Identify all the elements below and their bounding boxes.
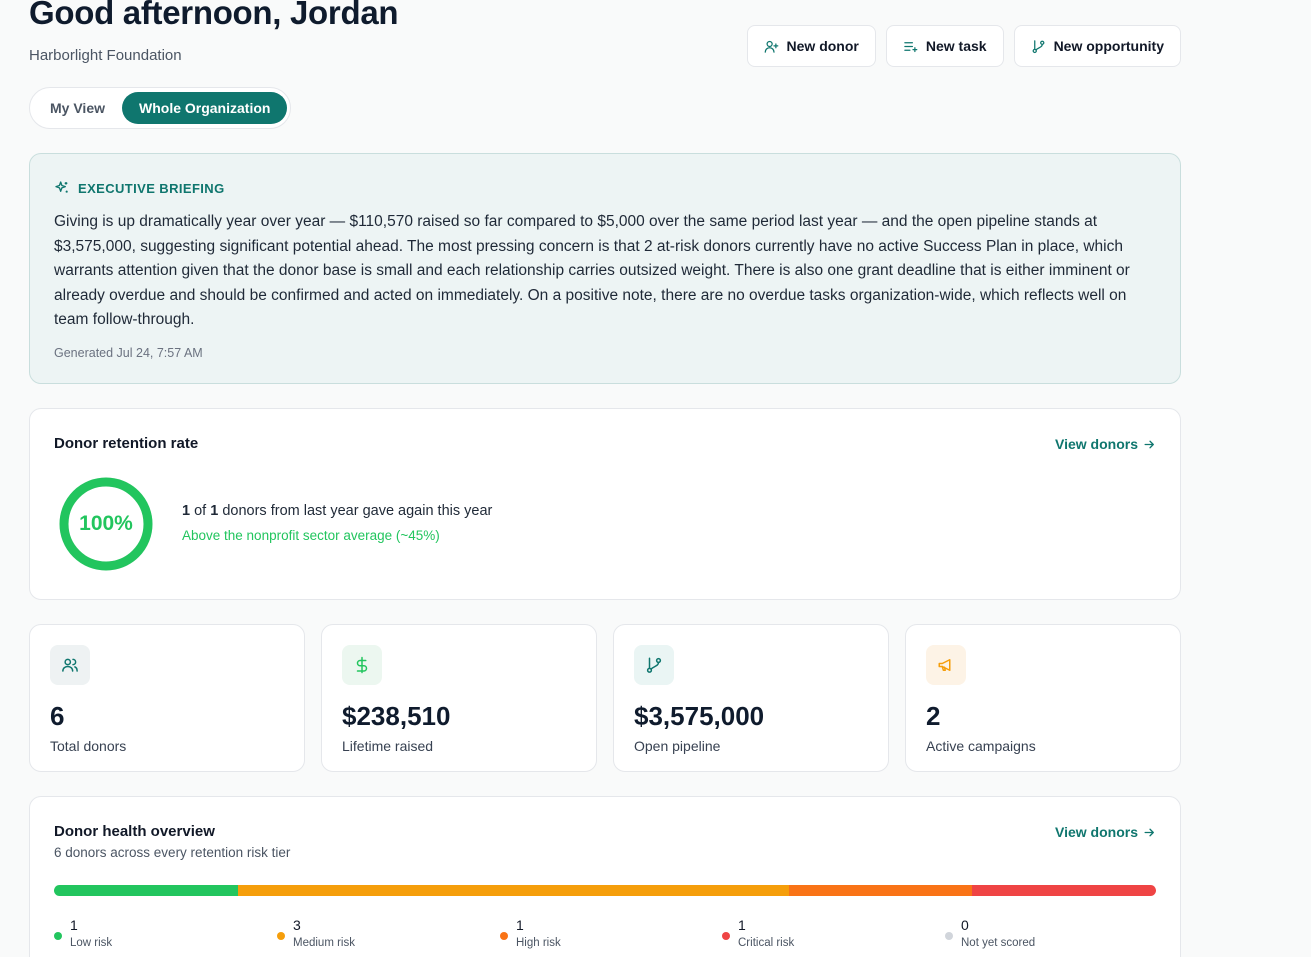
stat-icon-box (926, 645, 966, 685)
retention-title: Donor retention rate (54, 435, 199, 452)
stat-card-open-pipeline: $3,575,000 Open pipeline (613, 624, 889, 772)
stat-card-lifetime-raised: $238,510 Lifetime raised (321, 624, 597, 772)
retention-percent: 100% (79, 512, 133, 535)
risk-segment-high-risk (788, 885, 973, 896)
risk-segment-medium-risk (237, 885, 789, 896)
legend-count: 1 (70, 917, 78, 933)
stat-icon-box (634, 645, 674, 685)
view-donors-link[interactable]: View donors (1055, 436, 1156, 452)
view-toggle: My View Whole Organization (29, 87, 292, 129)
retention-ring (59, 477, 153, 571)
arrow-right-icon (1144, 440, 1154, 448)
sparkles-icon (55, 181, 68, 193)
legend-dot (945, 932, 953, 940)
quick-actions: New donor New task New opportunity (746, 25, 1181, 67)
retention-summary: 1 of 1 donors from last year gave again … (182, 503, 492, 519)
legend-dot (277, 932, 285, 940)
stat-value: 6 (50, 701, 65, 731)
whole-organization-option[interactable]: Whole Organization (122, 92, 288, 124)
arrow-right-icon (1144, 828, 1154, 836)
stat-label: Active campaigns (926, 738, 1036, 754)
legend-count: 1 (738, 917, 746, 933)
briefing-header: EXECUTIVE BRIEFING (54, 180, 1156, 196)
legend-dot (722, 932, 730, 940)
legend-label: Not yet scored (961, 937, 1036, 949)
legend-label: Medium risk (293, 937, 355, 949)
megaphone-icon (938, 659, 951, 671)
risk-segment-low-risk (54, 885, 238, 896)
list-plus-icon (904, 41, 918, 52)
stat-icon-box (50, 645, 90, 685)
retention-benchmark: Above the nonprofit sector average (~45%… (182, 528, 440, 543)
git-branch-icon (1032, 39, 1044, 53)
stat-card-total-donors: 6 Total donors (29, 624, 305, 772)
view-donors-label: View donors (1055, 824, 1138, 840)
legend-label: Low risk (70, 937, 113, 949)
stat-label: Total donors (50, 738, 127, 754)
dollar-icon (356, 656, 368, 674)
new-donor-label: New donor (786, 38, 859, 54)
git-branch-icon (646, 657, 662, 673)
retained-count: 1 (182, 503, 191, 519)
user-plus-icon (764, 40, 778, 53)
briefing-title: EXECUTIVE BRIEFING (78, 180, 225, 196)
legend-count: 0 (961, 917, 969, 933)
organization-name: Harborlight Foundation (29, 47, 182, 64)
new-task-button[interactable]: New task (885, 25, 1004, 67)
donor-health-card: Donor health overview 6 donors across ev… (29, 796, 1181, 957)
retention-suffix: donors from last year gave again this ye… (222, 503, 493, 519)
donor-retention-card: Donor retention rate View donors 100% 1 … (29, 408, 1181, 600)
of-text: of (194, 503, 207, 519)
health-subtitle: 6 donors across every retention risk tie… (54, 845, 291, 860)
prior-donor-count: 1 (210, 503, 219, 519)
legend-count: 3 (293, 917, 301, 933)
stat-card-active-campaigns: 2 Active campaigns (905, 624, 1181, 772)
stat-value: $3,575,000 (634, 701, 765, 731)
retention-ring-arc (59, 477, 153, 571)
stat-icon-box (342, 645, 382, 685)
stat-value: 2 (926, 701, 941, 731)
executive-briefing: EXECUTIVE BRIEFING Giving is up dramatic… (29, 153, 1181, 384)
users-icon (62, 658, 78, 672)
stat-label: Open pipeline (634, 738, 721, 754)
legend-count: 1 (516, 917, 524, 933)
view-donors-label: View donors (1055, 436, 1138, 452)
briefing-generated-time: Generated Jul 24, 7:57 AM (54, 345, 203, 360)
new-opportunity-label: New opportunity (1053, 38, 1164, 54)
briefing-text: Giving is up dramatically year over year… (54, 213, 1130, 328)
stat-value: $238,510 (342, 701, 451, 731)
health-title: Donor health overview (54, 823, 215, 840)
legend-dot (500, 932, 508, 940)
view-donors-link[interactable]: View donors (1055, 824, 1156, 840)
new-task-label: New task (925, 38, 987, 54)
page-title: Good afternoon, Jordan (29, 0, 399, 31)
legend-label: High risk (516, 937, 561, 949)
new-opportunity-button[interactable]: New opportunity (1013, 25, 1181, 67)
new-donor-button[interactable]: New donor (746, 25, 876, 67)
risk-segment-critical-risk (972, 885, 1156, 896)
risk-distribution-bar (54, 885, 1156, 896)
my-view-option[interactable]: My View (50, 100, 105, 116)
legend-label: Critical risk (738, 937, 795, 949)
stat-label: Lifetime raised (342, 738, 434, 754)
legend-dot (54, 932, 62, 940)
